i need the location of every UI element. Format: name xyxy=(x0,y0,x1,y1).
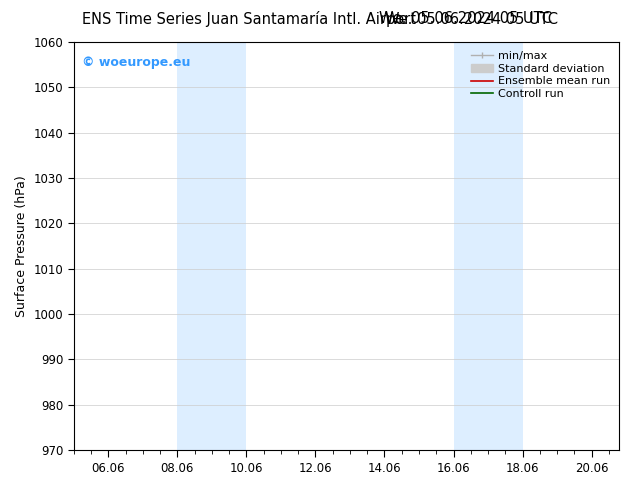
Legend: min/max, Standard deviation, Ensemble mean run, Controll run: min/max, Standard deviation, Ensemble me… xyxy=(468,48,614,102)
Text: © woeurope.eu: © woeurope.eu xyxy=(82,56,190,70)
Text: ENS Time Series Juan Santamaría Intl. Airport: ENS Time Series Juan Santamaría Intl. Ai… xyxy=(82,11,417,27)
Text: We. 05.06.2024 05 UTC: We. 05.06.2024 05 UTC xyxy=(378,11,552,26)
Title: ENS Time Series Juan Santamaría Intl. Airport     We. 05.06.2024 05 UTC: ENS Time Series Juan Santamaría Intl. Ai… xyxy=(0,489,1,490)
Text: We. 05.06.2024 05 UTC: We. 05.06.2024 05 UTC xyxy=(385,12,558,27)
Bar xyxy=(453,42,522,450)
Y-axis label: Surface Pressure (hPa): Surface Pressure (hPa) xyxy=(15,175,28,317)
Bar xyxy=(178,42,247,450)
